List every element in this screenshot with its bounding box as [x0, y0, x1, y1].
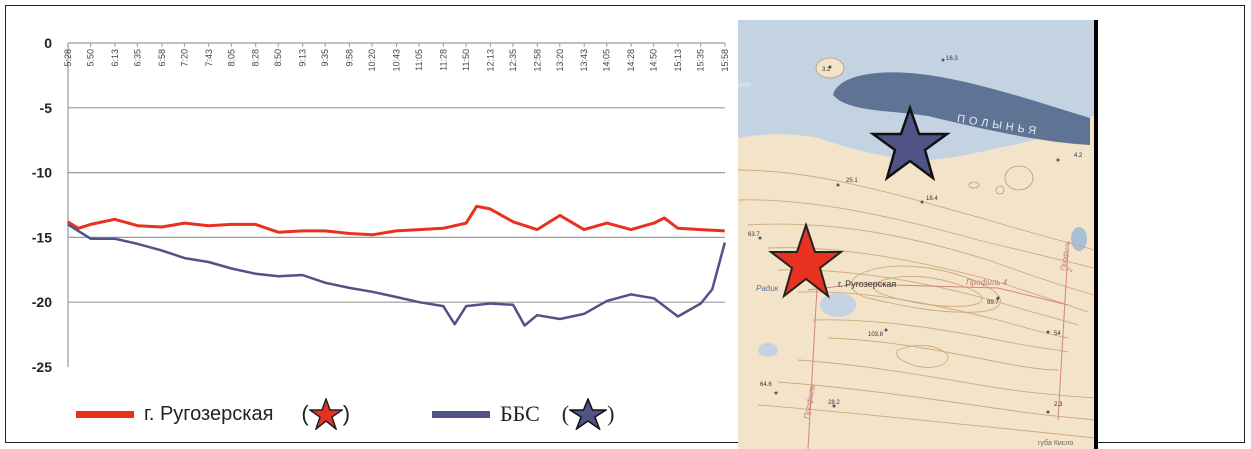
x-tick-label: 12:35	[508, 49, 518, 72]
legend-close-paren-2: )	[607, 401, 615, 426]
map-elevation: 99.7	[987, 300, 999, 306]
x-tick-label: 11:50	[461, 49, 471, 71]
x-tick-label: 6:13	[110, 49, 120, 67]
y-tick-label: -5	[40, 100, 53, 116]
map-elevation: 63.7	[748, 232, 760, 238]
x-tick-label: 9:35	[320, 49, 330, 67]
y-axis-labels: 0 -5 -10 -15 -20 -25	[32, 35, 52, 375]
legend-label-bbs: ББС	[500, 401, 540, 426]
map-elevation: 18.4	[926, 196, 938, 202]
x-tick-label: 13:43	[579, 49, 589, 72]
x-tick-label: 7:43	[204, 49, 214, 67]
bbs-star-marker	[869, 104, 951, 182]
map-label-mountain: г. Ругозерская	[838, 279, 897, 289]
x-tick-label: 5:50	[86, 49, 96, 67]
rugozerskaya-star-marker	[768, 221, 844, 299]
x-tick-label: 15:35	[696, 49, 706, 72]
y-tick-label: -10	[32, 165, 52, 181]
x-tick-label: 15:13	[673, 49, 683, 72]
x-tick-label: 8:50	[273, 49, 283, 67]
blue-star-icon	[569, 398, 608, 430]
map-elevation: 16.3	[946, 56, 958, 62]
chart-gridlines	[67, 42, 725, 367]
legend-open-paren: (	[301, 401, 309, 426]
legend-swatch-blue	[432, 410, 490, 418]
figure-frame	[5, 5, 1245, 443]
legend-item-rugozerskaya: г. Ругозерская ( )	[76, 398, 350, 430]
map-label-radikal: Радик	[756, 284, 779, 293]
map-elevation: 2.3	[1054, 402, 1063, 408]
map-elevation: 28.2	[828, 400, 840, 406]
series-line-rugozerskaya	[67, 204, 725, 237]
x-tick-label: 15:58	[720, 49, 730, 72]
x-tick-label: 9:58	[345, 49, 355, 67]
map-elevation: 103.8	[868, 332, 884, 338]
map-elevation: 25.1	[846, 178, 858, 184]
red-star-icon	[308, 398, 343, 430]
x-tick-label: 8:28	[251, 49, 261, 67]
map-elevation: 54	[1054, 331, 1061, 337]
x-tick-label: 5:28	[63, 49, 73, 67]
x-axis: 5:28 5:50 6:13 6:35 6:58 7:20 7:43 8:05 8:28 8:50…	[63, 43, 730, 72]
map-label-bottom-edge: губа Кисло	[1038, 440, 1074, 447]
legend-open-paren-2: (	[561, 401, 570, 426]
x-tick-label: 6:58	[157, 49, 167, 67]
x-tick-label: 14:28	[626, 49, 636, 72]
map-elevation: 4.2	[1074, 153, 1083, 159]
map-label-left-edge: аяя	[738, 80, 751, 89]
y-tick-label: -15	[32, 229, 52, 245]
x-tick-label: 10:20	[367, 49, 377, 72]
map-elevation: 3.2	[822, 67, 831, 73]
x-tick-label: 12:58	[532, 49, 542, 72]
x-tick-label: 14:50	[649, 49, 659, 72]
x-tick-label: 7:20	[179, 49, 189, 67]
y-tick-label: 0	[44, 35, 52, 51]
map-graphic	[738, 20, 1094, 449]
x-tick-label: 10:43	[392, 49, 402, 72]
x-tick-label: 12:13	[485, 49, 495, 72]
y-tick-label: -20	[32, 294, 52, 310]
y-tick-label: -25	[32, 359, 52, 375]
x-tick-label: 13:20	[555, 49, 565, 72]
series-line-bbs	[67, 223, 727, 327]
legend-close-paren: )	[342, 401, 351, 426]
x-tick-label: 8:05	[226, 49, 236, 67]
line-chart: 5:28 5:50 6:13 6:35 6:58 7:20 7:43 8:05 8:28 8:50…	[32, 35, 730, 375]
legend-label-rugozerskaya: г. Ругозерская	[144, 402, 274, 425]
x-tick-label: 14:05	[602, 49, 612, 72]
x-tick-label: 6:35	[132, 49, 142, 67]
map-label-profile-4: Профиль 4	[966, 278, 1008, 287]
x-tick-label: 11:28	[438, 49, 448, 71]
map-elevation: 64.6	[760, 382, 772, 388]
x-tick-label: 11:05	[414, 49, 424, 71]
map-right-border	[1094, 20, 1098, 449]
chart-series	[67, 204, 727, 327]
legend-swatch-red	[76, 410, 134, 418]
x-tick-label: 9:13	[298, 49, 308, 67]
topographic-map: ПОЛЫНЬЯ г. Ругозерская Профиль 4 Профиль…	[738, 20, 1094, 449]
legend-item-bbs: ББС ( )	[432, 398, 614, 430]
